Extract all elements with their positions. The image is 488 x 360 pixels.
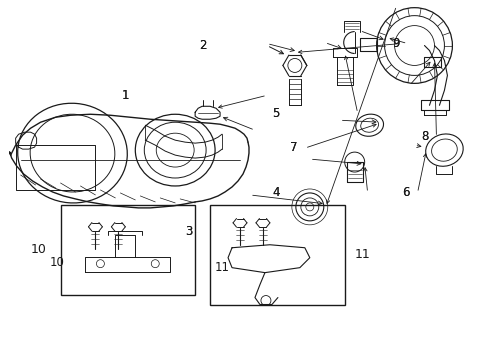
Text: 6: 6 [401,186,408,199]
Text: 9: 9 [391,37,399,50]
Text: 5: 5 [272,107,279,120]
Text: 7: 7 [289,141,296,154]
Text: 1: 1 [121,89,128,102]
Text: 10: 10 [31,243,46,256]
Text: 1: 1 [121,89,128,102]
Text: 3: 3 [184,225,192,238]
Text: 5: 5 [272,107,279,120]
Text: 3: 3 [184,225,192,238]
Text: 6: 6 [401,186,408,199]
Bar [61,205,195,294]
Text: 11: 11 [215,261,229,274]
Text: 4: 4 [272,186,279,199]
Text: 11: 11 [354,248,370,261]
Text: 7: 7 [289,141,296,154]
Text: 2: 2 [199,39,206,52]
Text: 9: 9 [391,37,399,50]
Bar [210,205,344,305]
Text: 4: 4 [272,186,279,199]
Text: 2: 2 [199,39,206,52]
Text: 8: 8 [420,130,427,144]
Text: 8: 8 [420,130,427,144]
Text: 10: 10 [49,256,64,269]
